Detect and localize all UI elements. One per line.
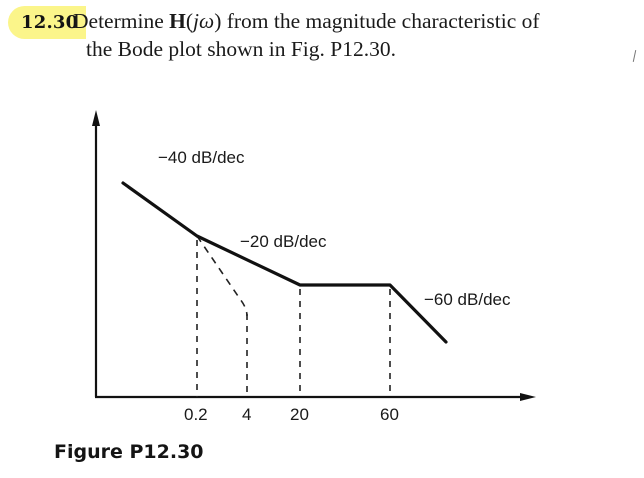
y-axis [92,110,100,397]
tick-label-0.2: 0.2 [184,405,208,424]
magnitude-asymptote-line [121,181,448,344]
problem-text-suffix: from the magnitude characteristic of [221,9,540,33]
problem-number-badge: 12.30 [8,6,87,39]
tick-label-20: 20 [290,405,309,424]
problem-text: Determine H(jω) from the magnitude chara… [73,7,540,63]
paren-open: ( [185,9,194,33]
bode-plot-svg [92,110,536,401]
dashed-extension-line [196,235,248,317]
j-omega: jω [193,9,215,33]
problem-text-prefix: Determine [73,9,170,33]
x-axis-arrow-icon [520,393,536,401]
scan-artifact [632,50,637,62]
problem-statement: 12.30 Determine H(jω) from the magnitude… [0,0,644,80]
vertical-guides [196,240,391,397]
x-axis [95,393,536,401]
transfer-function-symbol: H [169,9,186,33]
bode-plot-figure: −40 dB/dec −20 dB/dec −60 dB/dec 0.2 4 2… [0,80,644,430]
slope-label-minus-20: −20 dB/dec [240,232,327,251]
tick-label-4: 4 [242,405,252,424]
tick-label-60: 60 [380,405,399,424]
problem-text-line2: the Bode plot shown in Fig. P12.30. [86,37,396,61]
paren-close: ) [214,9,222,33]
figure-caption: Figure P12.30 [54,441,204,463]
y-axis-arrow-icon [92,110,100,126]
slope-label-minus-60: −60 dB/dec [424,290,511,309]
slope-label-minus-40: −40 dB/dec [158,148,245,167]
